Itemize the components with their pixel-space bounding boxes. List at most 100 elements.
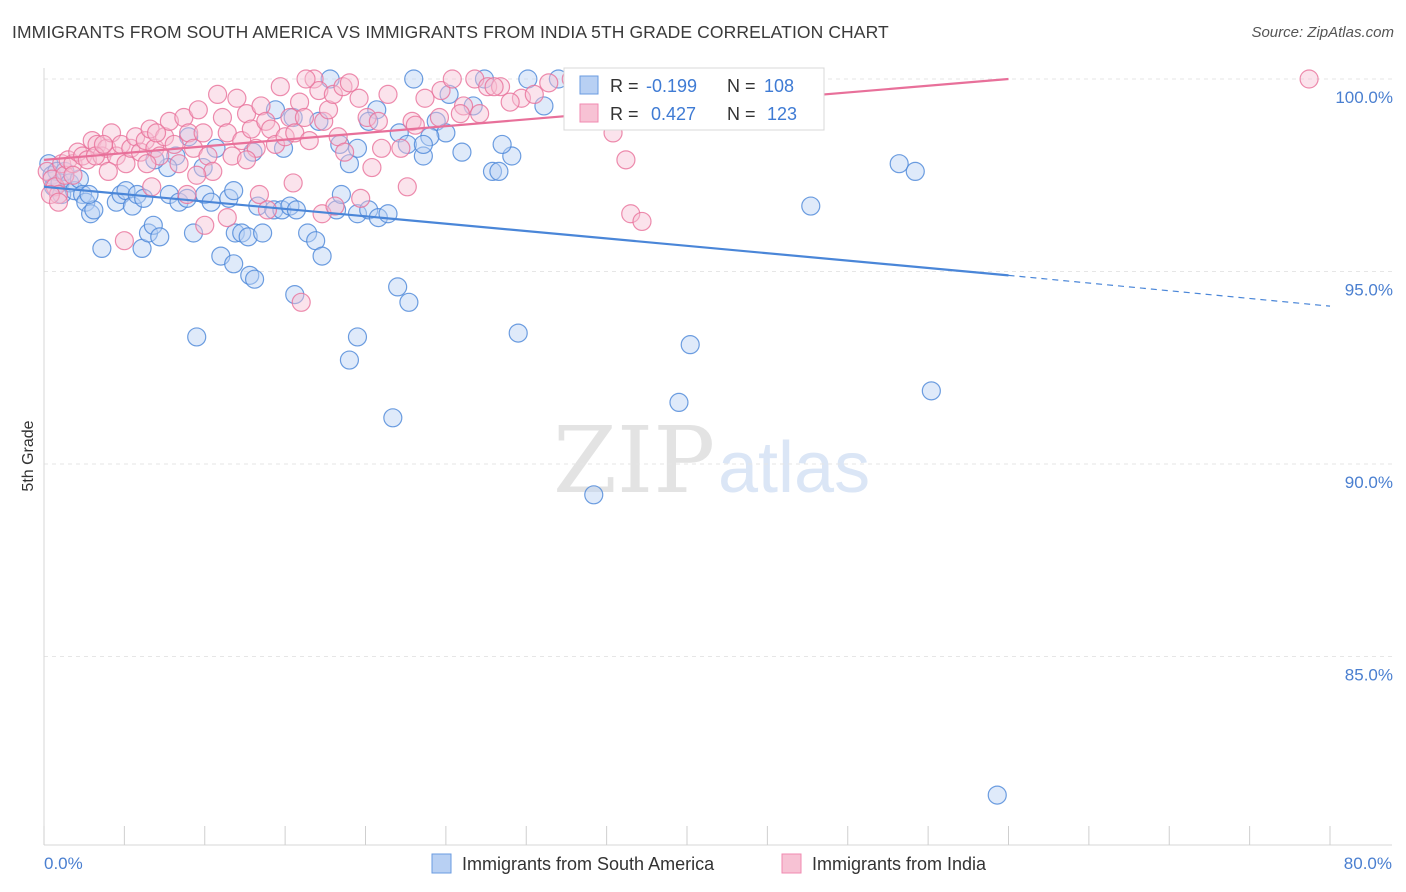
trend-line-south-america bbox=[43, 185, 1009, 277]
south-america-point-21 bbox=[143, 215, 163, 235]
india-point-102 bbox=[362, 157, 382, 178]
india-point-97 bbox=[283, 173, 303, 193]
india-point-64 bbox=[339, 73, 360, 93]
india-point-68 bbox=[378, 84, 398, 105]
trend-lines bbox=[43, 77, 1331, 307]
india-point-72 bbox=[431, 80, 451, 101]
y-tick-label-85: 85.0% bbox=[1345, 666, 1393, 685]
south-america-point-91 bbox=[669, 392, 689, 412]
india-point-114 bbox=[217, 208, 237, 228]
india-point-82 bbox=[616, 150, 636, 170]
india-point-94 bbox=[195, 215, 215, 235]
india-point-116 bbox=[296, 69, 316, 89]
x-ticks bbox=[43, 826, 1331, 845]
trend-line-india bbox=[43, 77, 1009, 161]
south-america-point-36 bbox=[264, 200, 284, 220]
india-point-54 bbox=[289, 92, 310, 112]
south-america-point-77 bbox=[92, 238, 112, 258]
india-point-73 bbox=[453, 96, 474, 116]
india-point-89 bbox=[93, 134, 114, 155]
south-america-point-83 bbox=[285, 285, 305, 305]
y-tick-label-95: 95.0% bbox=[1345, 281, 1393, 300]
south-america-point-71 bbox=[206, 138, 226, 158]
india-point-92 bbox=[146, 123, 167, 143]
india-point-71 bbox=[415, 88, 435, 108]
trend-line-south-america-extension bbox=[1008, 274, 1331, 307]
legend-label-south-america: Immigrants from South America bbox=[462, 854, 715, 874]
india-point-100 bbox=[325, 196, 345, 216]
india-point-78 bbox=[539, 73, 559, 93]
india-point-52 bbox=[280, 107, 300, 128]
india-point-3 bbox=[48, 184, 69, 205]
india-point-46 bbox=[251, 96, 271, 116]
india-point-41 bbox=[227, 88, 247, 108]
x-tick-label-max: 80.0% bbox=[1344, 854, 1392, 873]
india-point-87 bbox=[63, 165, 83, 185]
india-point-86 bbox=[48, 192, 69, 212]
india-point-90 bbox=[114, 231, 134, 251]
south-america-point-84 bbox=[347, 327, 368, 347]
south-america-point-94 bbox=[889, 154, 909, 174]
india-point-84 bbox=[632, 211, 652, 232]
south-america-point-11 bbox=[76, 192, 96, 212]
y-tick-label-100: 100.0% bbox=[1335, 88, 1393, 107]
south-america-point-44 bbox=[331, 184, 351, 205]
india-point-66 bbox=[357, 107, 377, 128]
india-point-18 bbox=[116, 154, 136, 174]
india-point-95 bbox=[236, 150, 257, 170]
south-america-point-107 bbox=[79, 184, 99, 205]
south-america-point-17 bbox=[122, 196, 143, 216]
south-america-point-72 bbox=[193, 157, 213, 178]
india-point-104 bbox=[429, 107, 450, 128]
chart-title: IMMIGRANTS FROM SOUTH AMERICA VS IMMIGRA… bbox=[12, 22, 889, 42]
south-america-point-13 bbox=[84, 200, 104, 220]
source-label: Source: ZipAtlas.com bbox=[1251, 24, 1394, 41]
south-america-point-35 bbox=[253, 223, 273, 243]
series-south-america-points bbox=[39, 69, 1007, 805]
south-america-point-86 bbox=[388, 277, 408, 297]
south-america-point-40 bbox=[298, 223, 318, 243]
stats-r-label-blue: R = bbox=[610, 76, 639, 96]
south-america-point-89 bbox=[383, 408, 403, 428]
india-point-36 bbox=[203, 161, 223, 181]
south-america-point-96 bbox=[921, 381, 941, 401]
y-tick-label-90: 90.0% bbox=[1345, 473, 1393, 492]
south-america-point-52 bbox=[413, 146, 433, 166]
india-point-115 bbox=[257, 200, 278, 220]
south-america-point-88 bbox=[508, 323, 528, 343]
stats-legend: R = -0.199 N = 108 R = 0.427 N = 123 bbox=[563, 67, 825, 131]
south-america-point-70 bbox=[224, 181, 244, 201]
legend-swatch-india bbox=[781, 853, 802, 874]
axes bbox=[43, 68, 1392, 846]
india-point-50 bbox=[270, 77, 290, 97]
south-america-point-42 bbox=[312, 246, 332, 266]
india-point-107 bbox=[500, 92, 520, 112]
south-america-point-31 bbox=[225, 223, 245, 243]
stats-n-label-pink: N = bbox=[727, 104, 756, 124]
series-india-points bbox=[37, 69, 1319, 312]
india-point-83 bbox=[621, 204, 641, 224]
stats-swatch-pink bbox=[579, 103, 599, 123]
south-america-point-85 bbox=[339, 350, 360, 370]
india-point-98 bbox=[291, 292, 311, 312]
india-point-96 bbox=[249, 184, 270, 205]
india-point-40 bbox=[222, 146, 242, 166]
india-point-103 bbox=[397, 177, 417, 197]
watermark-atlas: atlas bbox=[718, 428, 870, 508]
stats-r-label-pink: R = bbox=[610, 104, 639, 124]
south-america-point-104 bbox=[452, 142, 472, 162]
south-america-point-79 bbox=[187, 327, 207, 347]
india-point-118 bbox=[371, 138, 392, 158]
south-america-point-103 bbox=[492, 134, 512, 155]
y-axis-label: 5th Grade bbox=[20, 420, 37, 491]
india-point-59 bbox=[314, 111, 334, 131]
south-america-point-93 bbox=[801, 196, 821, 216]
india-point-56 bbox=[299, 131, 319, 151]
india-point-119 bbox=[405, 115, 425, 135]
india-point-60 bbox=[318, 100, 339, 120]
south-america-point-26 bbox=[183, 223, 204, 243]
svg-text:R =: R = bbox=[610, 76, 639, 96]
india-point-33 bbox=[188, 100, 208, 120]
india-point-93 bbox=[187, 165, 207, 185]
